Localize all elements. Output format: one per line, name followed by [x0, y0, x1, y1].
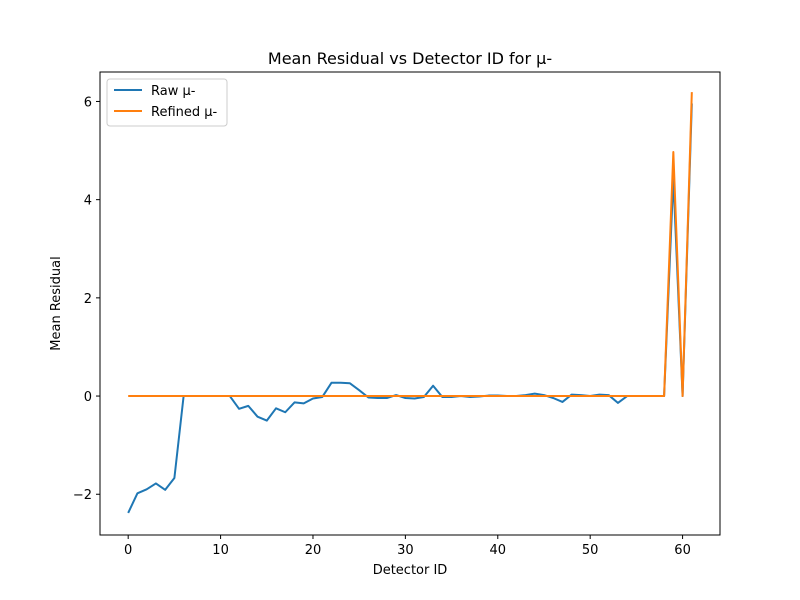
- legend: Raw μ- Refined μ-: [106, 78, 228, 127]
- plot-background: [100, 72, 720, 535]
- chart-title: Mean Residual vs Detector ID for μ-: [268, 49, 552, 68]
- y-tick-label: 2: [84, 292, 92, 307]
- x-tick-label: 40: [490, 543, 507, 558]
- legend-label-refined: Refined μ-: [151, 105, 218, 120]
- y-tick-label: 0: [84, 390, 92, 405]
- y-axis-label: Mean Residual: [49, 256, 64, 350]
- x-axis-label: Detector ID: [373, 563, 448, 578]
- y-tick-label: 4: [84, 194, 92, 209]
- plot-frame: [99, 71, 721, 536]
- series-lines: [127, 92, 693, 514]
- axis-ticks: 0 10 20 30 40 50 60 −2 0 2 4 6: [73, 95, 691, 558]
- x-tick-label: 60: [674, 543, 691, 558]
- x-tick-label: 0: [124, 543, 132, 558]
- y-tick-label: 6: [84, 95, 92, 110]
- x-tick-label: 30: [397, 543, 414, 558]
- legend-label-raw: Raw μ-: [151, 84, 196, 99]
- x-tick-label: 20: [305, 543, 322, 558]
- x-tick-label: 10: [212, 543, 229, 558]
- series-line-refined: [128, 92, 693, 398]
- y-tick-label: −2: [73, 488, 92, 503]
- x-tick-label: 50: [582, 543, 599, 558]
